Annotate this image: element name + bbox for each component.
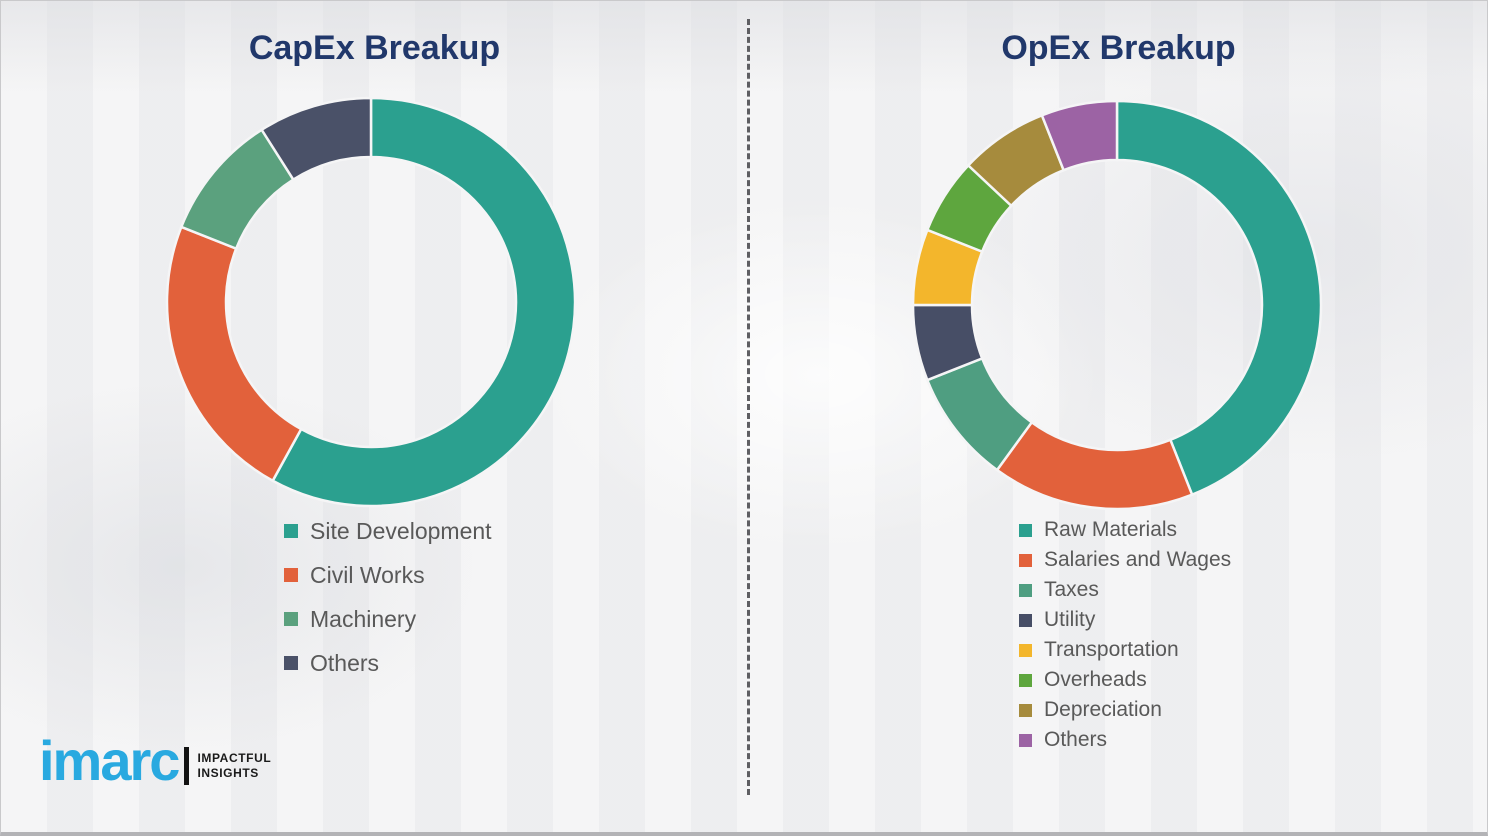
capex-legend: Site Development Civil Works Machinery Othe… (284, 509, 492, 685)
legend-label: Depreciation (1044, 698, 1162, 721)
capex-donut-chart (165, 96, 577, 508)
legend-label: Machinery (310, 605, 417, 632)
legend-item-depreciation: Depreciation (1019, 695, 1231, 725)
legend-swatch (284, 568, 298, 582)
legend-swatch (284, 524, 298, 538)
legend-item-taxes: Taxes (1019, 575, 1231, 605)
legend-swatch (284, 612, 298, 626)
logo-divider-bar (184, 747, 190, 785)
donut-segment-civil-works (165, 225, 303, 483)
tagline-line-1: IMPACTFUL (197, 751, 272, 765)
legend-item-site-development: Site Development (284, 509, 492, 553)
opex-chart-title: OpEx Breakup (1001, 29, 1236, 67)
legend-label: Others (310, 649, 380, 676)
legend-label: Salaries and Wages (1044, 548, 1232, 571)
legend-swatch (1019, 523, 1032, 537)
legend-item-machinery: Machinery (284, 597, 492, 641)
legend-label: Others (1044, 728, 1108, 751)
legend-swatch (1019, 643, 1032, 657)
legend-swatch (1019, 703, 1032, 717)
legend-swatch (1019, 583, 1032, 597)
legend-item-raw-materials: Raw Materials (1019, 515, 1231, 545)
legend-item-overheads: Overheads (1019, 665, 1231, 695)
opex-donut-chart (911, 99, 1323, 511)
imarc-brand-text: imarc (39, 729, 180, 792)
legend-item-transportation: Transportation (1019, 635, 1231, 665)
legend-label: Transportation (1044, 638, 1179, 661)
legend-swatch (1019, 553, 1032, 567)
donut-segment-salaries-and-wages (995, 420, 1194, 511)
opex-legend: Raw Materials Salaries and Wages Taxes Util… (1019, 515, 1231, 755)
legend-swatch (284, 656, 298, 670)
legend-label: Civil Works (310, 561, 425, 588)
donut-segment-others (1040, 99, 1119, 172)
legend-swatch (1019, 673, 1032, 687)
donut-segment-others (259, 96, 373, 182)
imarc-tagline: IMPACTFUL INSIGHTS (197, 751, 271, 781)
legend-item-civil-works: Civil Works (284, 553, 492, 597)
legend-item-salaries-and-wages: Salaries and Wages (1019, 545, 1231, 575)
tagline-line-2: INSIGHTS (197, 766, 259, 780)
vertical-dashed-divider (747, 19, 750, 795)
capex-chart-title: CapEx Breakup (248, 29, 501, 67)
legend-label: Utility (1044, 608, 1096, 631)
legend-item-others: Others (284, 641, 492, 685)
legend-item-others: Others (1019, 725, 1231, 755)
legend-item-utility: Utility (1019, 605, 1231, 635)
legend-label: Taxes (1044, 578, 1099, 601)
legend-label: Raw Materials (1044, 518, 1178, 541)
legend-swatch (1019, 733, 1032, 747)
legend-swatch (1019, 613, 1032, 627)
imarc-logo: imarc IMPACTFUL INSIGHTS (39, 733, 271, 789)
legend-label: Overheads (1044, 668, 1147, 691)
legend-label: Site Development (310, 517, 492, 544)
donut-segment-raw-materials (1115, 99, 1323, 497)
donut-segment-site-development (271, 96, 577, 508)
